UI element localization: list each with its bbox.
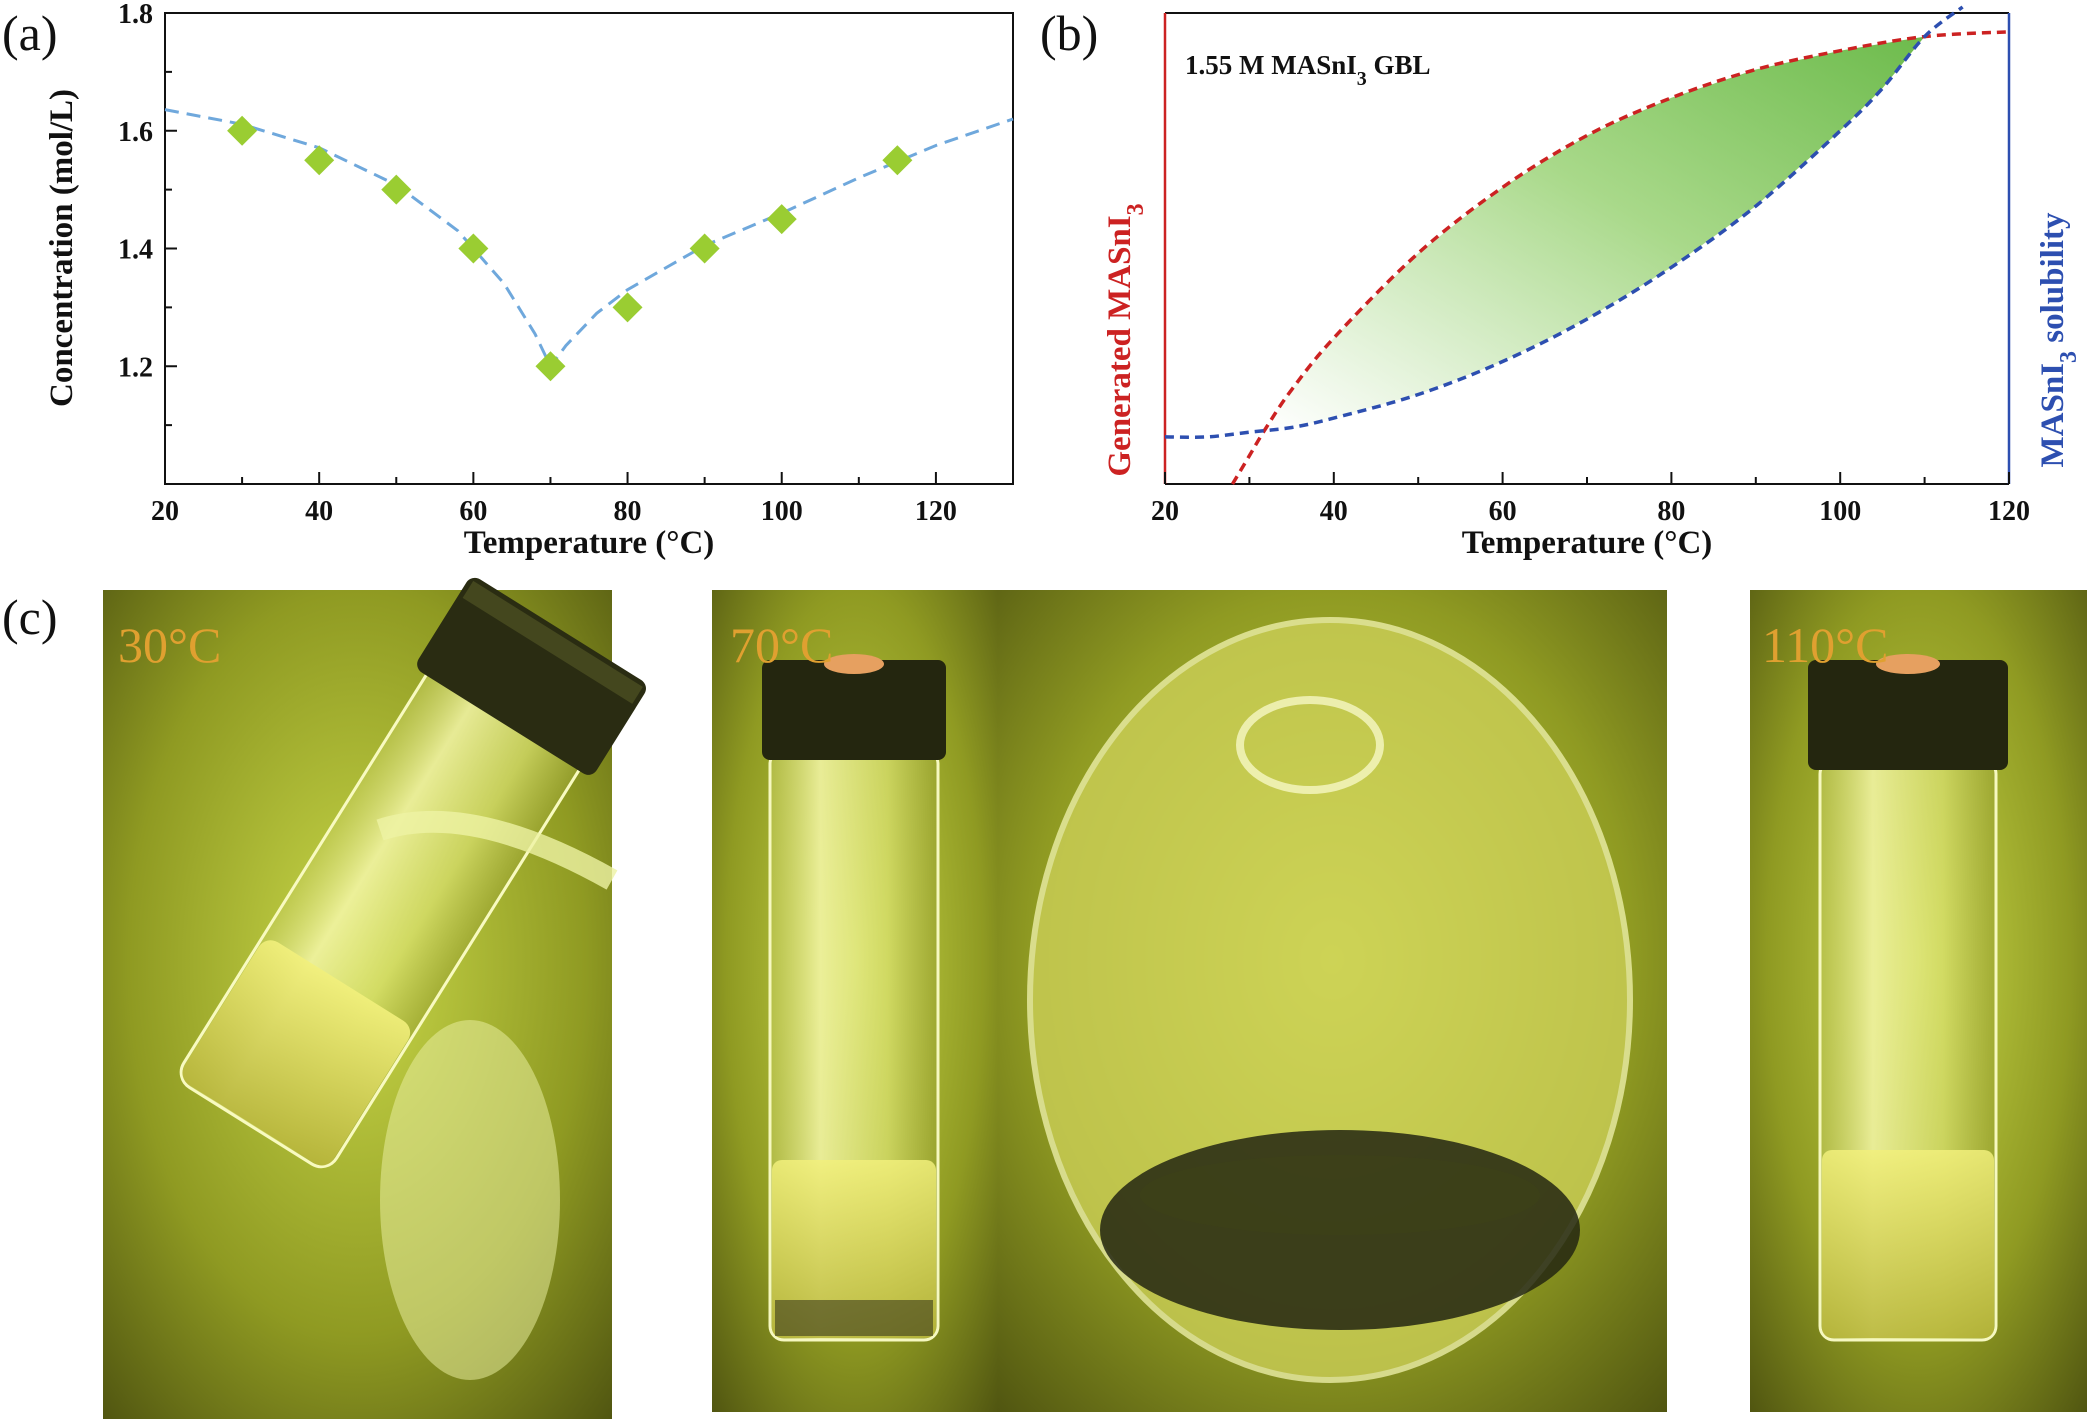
chart-a-tick-labels: 20 40 60 80 100 120 1.2 1.4 1.6 1.8 (118, 0, 957, 527)
y-tick-label: 1.4 (118, 235, 153, 266)
panel-label-a: (a) (2, 5, 58, 61)
chart-b-shaded-region (1266, 36, 1925, 431)
chart-a-fit-curve (164, 108, 1014, 370)
x-tick-label: 40 (1320, 496, 1348, 527)
chart-a-ylabel: Concentration (mol/L) (44, 89, 80, 407)
chart-a-xlabel: Temperature (°C) (464, 525, 715, 561)
chart-b-xlabel: Temperature (°C) (1462, 525, 1713, 561)
data-point (535, 351, 566, 382)
y-tick-label: 1.8 (118, 0, 153, 30)
x-tick-label: 120 (915, 496, 957, 527)
data-point (381, 174, 412, 205)
panel-label-c: (c) (2, 589, 58, 645)
chart-b-ticks (1164, 472, 2010, 484)
chart-b-tick-labels: 20 40 60 80 100 120 (1151, 496, 2030, 527)
chart-b-annotation: 1.55 M MASnI3 GBL (1185, 50, 1431, 90)
chart-a-points (227, 115, 913, 382)
y-tick-label: 1.2 (118, 352, 153, 383)
photo-crystals (998, 590, 1667, 1412)
chart-a-ticks (164, 12, 1014, 485)
photo-110c: 110°C (1750, 590, 2087, 1412)
x-tick-label: 120 (1988, 496, 2030, 527)
data-point (689, 233, 720, 264)
data-point (304, 145, 335, 176)
vial-110c-icon (1808, 654, 2008, 1342)
photo-strip: 30°C 70°C (103, 577, 2087, 1419)
x-tick-label: 100 (761, 496, 803, 527)
photo-70c-label: 70°C (730, 617, 833, 673)
data-point (766, 204, 797, 235)
data-point (227, 115, 258, 146)
x-tick-label: 80 (614, 496, 642, 527)
x-tick-label: 40 (305, 496, 333, 527)
panel-label-b: (b) (1040, 5, 1098, 61)
x-tick-label: 20 (151, 496, 179, 527)
data-point (458, 233, 489, 264)
chart-b: 20 40 60 80 100 120 1.55 M MASnI3 GBL Tempera… (1102, 5, 2082, 561)
x-tick-label: 20 (1151, 496, 1179, 527)
x-tick-label: 100 (1819, 496, 1861, 527)
y-tick-label: 1.6 (118, 117, 153, 148)
data-point (612, 292, 643, 323)
chart-b-left-axis-label: Generated MASnI3 (1102, 203, 1149, 476)
chart-a-frame (164, 12, 1014, 485)
photo-30c: 30°C (103, 577, 646, 1419)
x-tick-label: 80 (1657, 496, 1685, 527)
photo-30c-label: 30°C (118, 617, 221, 673)
data-point (882, 145, 913, 176)
x-tick-label: 60 (1489, 496, 1517, 527)
photo-70c: 70°C (712, 590, 998, 1412)
x-tick-label: 60 (459, 496, 487, 527)
vial-30c-icon (179, 577, 646, 1169)
chart-a: 20 40 60 80 100 120 1.2 1.4 1.6 1.8 Temperature (… (44, 0, 1014, 561)
chart-b-series-generated (1230, 30, 2010, 485)
vial-70c-icon (762, 654, 946, 1342)
chart-b-right-axis-label: MASnI3 solubility (2035, 212, 2082, 467)
photo-110c-label: 110°C (1762, 617, 1889, 673)
